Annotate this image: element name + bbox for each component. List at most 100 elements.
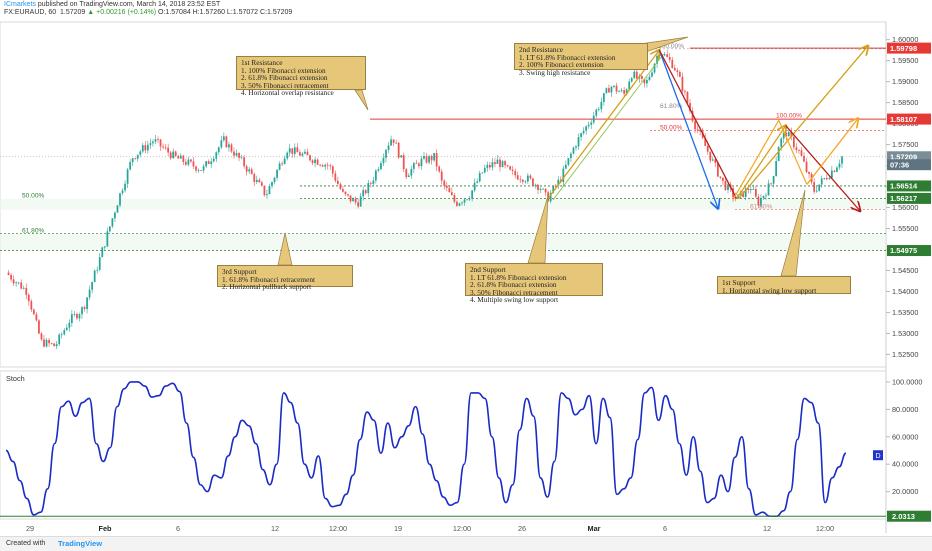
candle-body [210,161,213,164]
candle-body [643,78,646,84]
projection-leg [778,119,808,185]
tradingview-logo[interactable]: TradingView [58,539,103,548]
candle-body [772,176,775,184]
candle-body [618,91,620,93]
candle-body [529,175,532,179]
x-tick-label: 6 [663,524,667,533]
y-tick-label: 1.60000 [892,35,918,44]
candle-body [461,202,463,204]
candle-body [32,309,35,315]
candle-body [483,167,486,173]
projection-arrow [736,126,786,200]
candle-body [595,109,598,116]
candle-body [309,155,311,161]
candle-body [412,163,415,169]
candle-body [20,282,23,289]
candle-body [792,136,795,148]
candle-body [281,163,284,165]
price-label-box [887,42,931,54]
candle-body [352,198,354,202]
candle-body [268,186,271,195]
fib-label: 100.00% [776,113,802,120]
candle-body [336,180,339,185]
candle-body [15,282,18,284]
price-label-box [887,245,931,257]
y-tick-label: 1.53500 [892,308,918,317]
candle-body [640,75,643,79]
author[interactable]: ICmarkets [4,1,36,8]
candle-body [458,203,461,206]
candle-body [648,76,651,80]
grid [0,21,887,533]
candle-body [342,189,344,192]
candle-body [349,195,352,202]
candle-body [167,147,170,153]
candle-body [392,139,395,143]
candle-body [215,152,218,159]
candle-body [217,147,220,153]
price-label-box [887,180,931,192]
candle-body [803,155,805,162]
projection-arrow [806,119,858,185]
price-label-box [887,113,931,125]
candle-body [727,184,729,190]
candle-body [752,189,755,190]
candle-body [800,150,803,156]
candle-body [722,177,724,181]
candle-body [597,109,600,110]
candle-body [805,161,808,172]
candle-body [456,201,458,206]
chart-header: ICmarkets published on TradingView.com, … [0,0,932,20]
candle-body [266,194,268,196]
candle-body [245,166,248,172]
candle-body [230,144,233,152]
candle-body [197,170,200,171]
candle-body [324,164,327,167]
candle-body [491,162,494,168]
price-axis: 1.600001.595001.590001.585001.580001.575… [886,35,931,359]
y-tick-label: 1.58500 [892,98,918,107]
candle-body [651,72,653,77]
candle-body [841,156,843,164]
candle-body [719,176,722,178]
candle-body [63,330,66,335]
candle-body [65,327,68,331]
support-zone [0,198,886,210]
candle-body [238,152,240,158]
stoch-low-box [887,510,931,522]
candle-body [572,147,575,154]
candle-body [139,151,142,155]
candle-body [658,54,661,56]
candle-body [326,164,329,166]
candle-body [478,173,481,182]
candle-body [134,158,137,160]
chart-canvas[interactable]: 100.00%61.80%50.00%100.00%61.80%50.00%61… [0,0,932,536]
candle-body [668,57,671,60]
candle-body [749,189,752,191]
candle-body [823,178,826,179]
candle-body [653,63,656,73]
candles [7,49,843,350]
candle-body [716,162,719,177]
candle-body [372,180,375,184]
last-price: 1.57209 [60,9,86,16]
candle-body [88,289,91,298]
candle-body [164,147,167,149]
candle-body [212,158,215,162]
stoch-tick-label: 100.0000 [892,377,922,386]
y-tick-label: 1.59000 [892,77,918,86]
candle-body [402,155,405,170]
x-tick-label: 6 [176,524,180,533]
candle-body [344,191,347,195]
candle-body [362,190,365,197]
candle-body [359,196,362,207]
candle-body [724,180,727,190]
candle-body [357,202,360,207]
candle-body [676,70,679,73]
fib-label: 61.80% [660,103,683,110]
stoch-low-label: 2.0313 [892,512,915,521]
callout-2nd-resistance: 2nd Resistance 1. LT 61.8% Fibonacci exte… [514,43,648,76]
x-tick-label: 19 [394,524,402,533]
candle-body [278,163,281,170]
candle-body [798,149,800,151]
